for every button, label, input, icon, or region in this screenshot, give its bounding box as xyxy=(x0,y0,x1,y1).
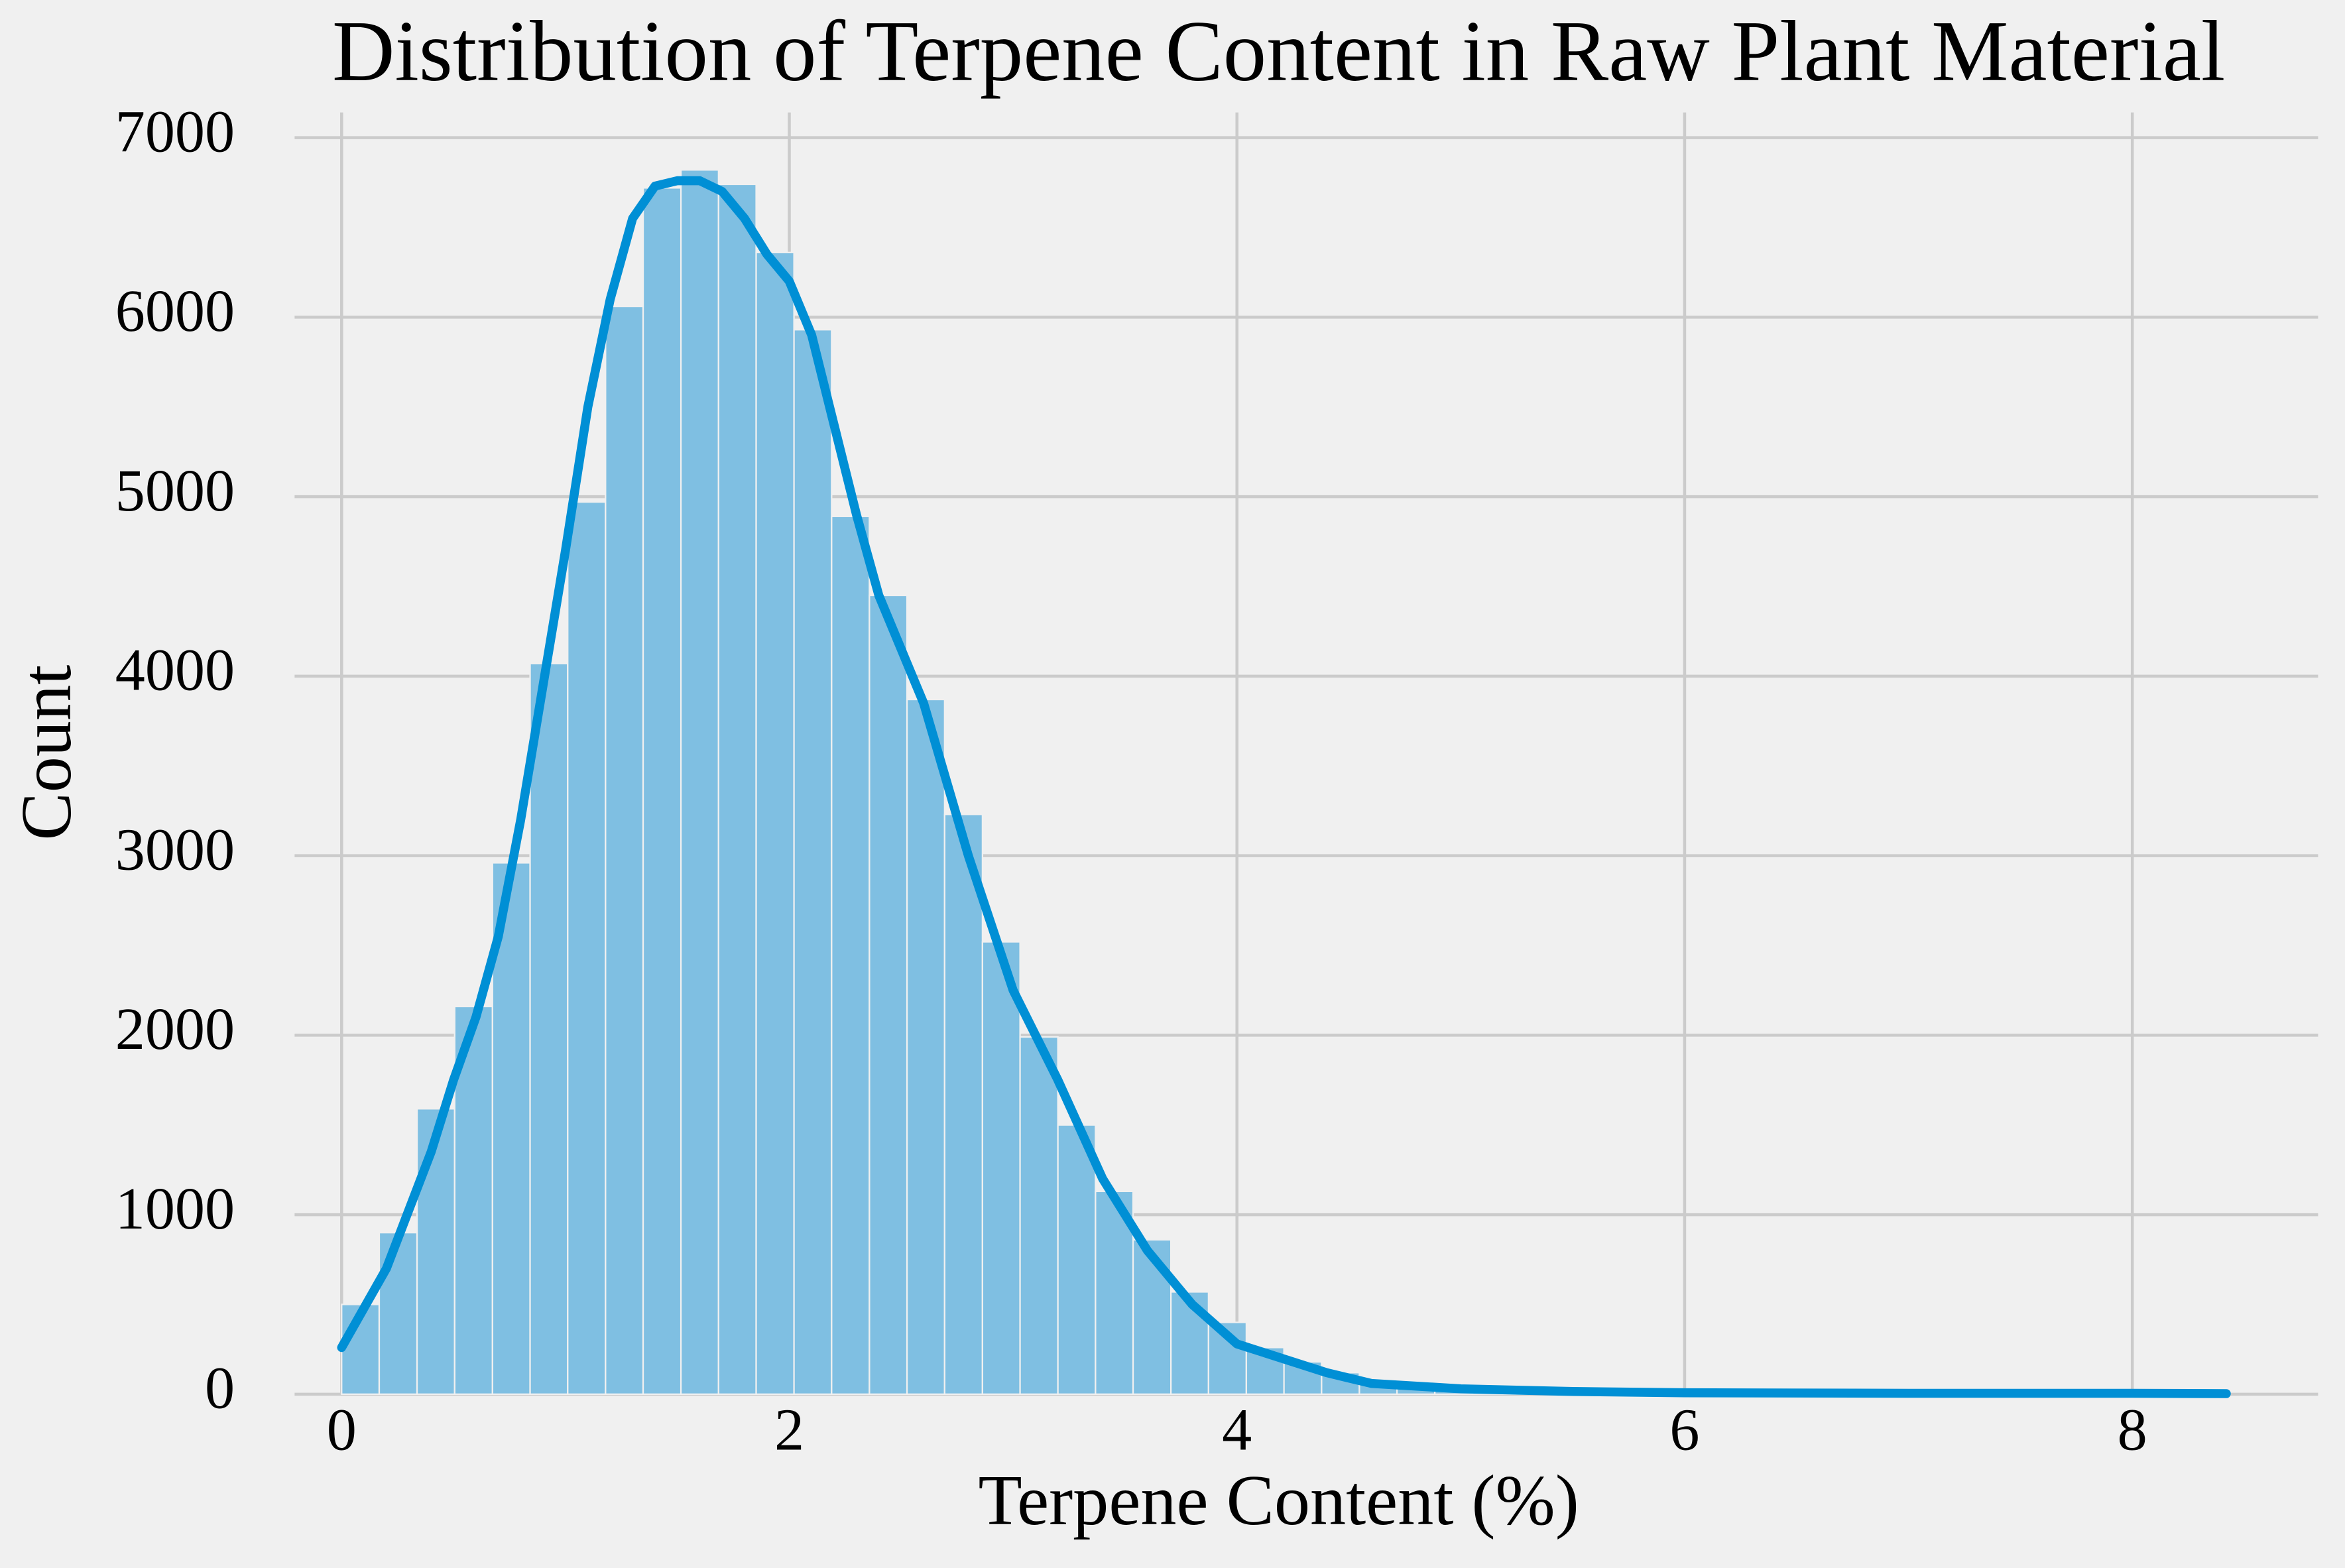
bar xyxy=(567,501,607,1395)
y-tick-label: 1000 xyxy=(115,1176,235,1242)
x-axis-label: Terpene Content (%) xyxy=(979,1461,1579,1540)
chart-title: Distribution of Terpene Content in Raw P… xyxy=(332,3,2225,99)
y-tick-label: 2000 xyxy=(115,996,235,1062)
bar xyxy=(755,251,795,1395)
y-tick-label: 3000 xyxy=(115,816,235,882)
bar xyxy=(717,183,757,1395)
bar xyxy=(793,329,833,1395)
bar xyxy=(831,515,871,1395)
bar xyxy=(906,698,945,1395)
bar xyxy=(1170,1291,1209,1395)
x-tick-label: 6 xyxy=(1669,1397,1699,1463)
y-tick-label: 7000 xyxy=(115,98,235,164)
bar xyxy=(605,305,644,1395)
y-tick-label: 0 xyxy=(205,1355,235,1421)
bar xyxy=(378,1232,418,1395)
y-axis-label: Count xyxy=(7,665,86,841)
x-tick-label: 0 xyxy=(327,1397,357,1463)
bar xyxy=(529,662,569,1395)
bar xyxy=(869,594,908,1395)
bar xyxy=(680,169,719,1395)
y-tick-label: 5000 xyxy=(115,457,235,524)
kde-line xyxy=(337,176,2231,1398)
y-tick-label: 4000 xyxy=(115,637,235,703)
bar xyxy=(1057,1124,1097,1395)
bar xyxy=(416,1108,455,1395)
bar xyxy=(341,1303,381,1395)
bar xyxy=(981,941,1021,1395)
bar xyxy=(1019,1036,1059,1395)
x-tick-label: 4 xyxy=(1222,1397,1252,1463)
y-tick-label: 6000 xyxy=(115,278,235,344)
bar xyxy=(943,814,983,1395)
x-tick-label: 8 xyxy=(2118,1397,2147,1463)
bar xyxy=(642,187,682,1395)
x-tick-label: 2 xyxy=(774,1397,804,1463)
